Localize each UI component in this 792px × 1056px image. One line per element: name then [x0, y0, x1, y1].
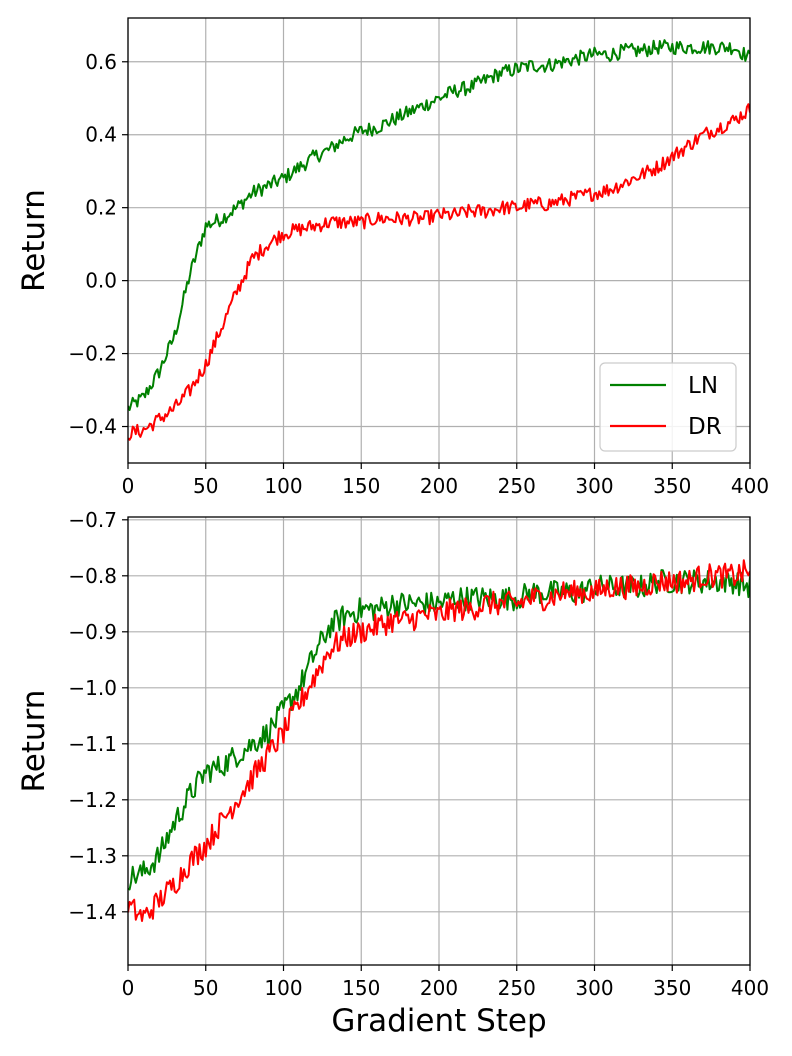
legend-label-ln: LN	[688, 373, 718, 399]
x-tick-label: 0	[122, 474, 135, 498]
x-tick-label: 400	[731, 474, 769, 498]
x-tick-label: 300	[575, 976, 613, 1000]
y-tick-label: −0.8	[68, 564, 117, 588]
y-tick-label: −1.3	[68, 844, 117, 868]
x-tick-label: 250	[498, 976, 536, 1000]
y-tick-label: −0.7	[68, 508, 117, 532]
x-tick-label: 200	[420, 474, 458, 498]
bottom-chart-panel: 0 50 100 150 200 250 300 350 400 −1.4 −1.3 −1.2 −1.1…	[16, 508, 769, 1000]
y-tick-label: −0.2	[68, 342, 117, 366]
figure-xlabel: Gradient Step	[331, 1003, 546, 1039]
x-tick-label: 250	[498, 474, 536, 498]
plot-frame	[127, 17, 751, 464]
x-tick-label: 350	[653, 976, 691, 1000]
y-tick-label: 0.6	[85, 50, 117, 74]
series-line-dr	[128, 559, 750, 922]
x-tick-label: 350	[653, 474, 691, 498]
x-tick-label: 200	[420, 976, 458, 1000]
x-tick-label: 50	[193, 474, 218, 498]
legend-label-dr: DR	[688, 414, 722, 440]
y-tick-label: −1.0	[68, 676, 117, 700]
x-tick-label: 100	[264, 976, 302, 1000]
series-line-ln	[128, 569, 750, 891]
y-tick-label: 0.0	[85, 269, 117, 293]
y-tick-label: −0.4	[68, 415, 117, 439]
y-tick-label: 0.2	[85, 196, 117, 220]
y-tick-label: −1.4	[68, 900, 117, 924]
legend: LN DR	[599, 362, 737, 452]
y-tick-label: −0.9	[68, 620, 117, 644]
x-tick-label: 300	[575, 474, 613, 498]
y-axis-title: Return	[16, 189, 52, 292]
top-chart-panel: 0 50 100 150 200 250 300 350 400 −0.4 −0.2 0.0 0.2 0.…	[16, 17, 769, 498]
x-tick-label: 150	[342, 474, 380, 498]
x-tick-label: 0	[122, 976, 135, 1000]
series-line-dr	[128, 103, 750, 441]
plot-frame	[127, 516, 751, 966]
x-tick-label: 100	[264, 474, 302, 498]
x-tick-label: 400	[731, 976, 769, 1000]
series-line-ln	[128, 39, 750, 411]
y-tick-label: −1.2	[68, 788, 117, 812]
y-axis-title: Return	[16, 690, 52, 793]
y-tick-label: 0.4	[85, 123, 117, 147]
x-tick-label: 50	[193, 976, 218, 1000]
y-tick-label: −1.1	[68, 732, 117, 756]
x-tick-label: 150	[342, 976, 380, 1000]
